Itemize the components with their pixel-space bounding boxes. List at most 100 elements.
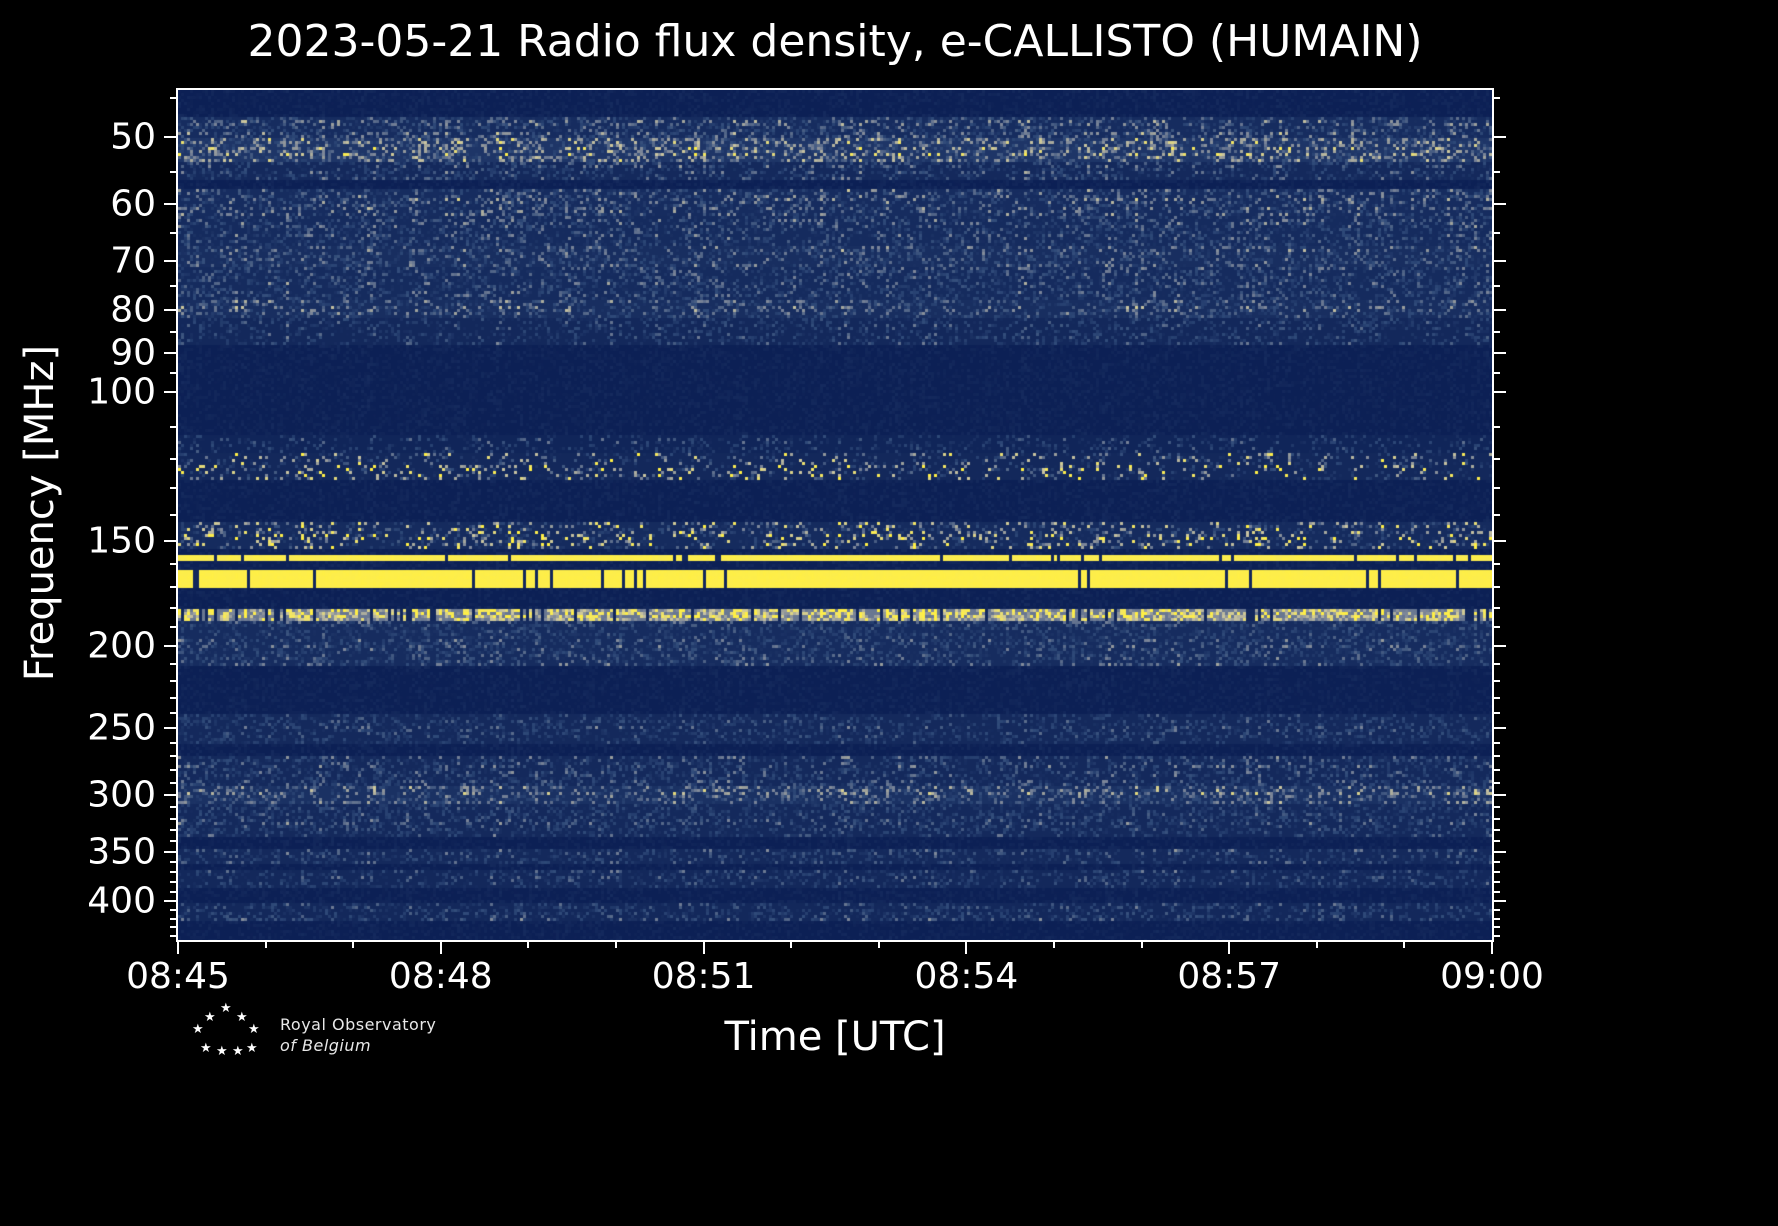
y-tick: [1492, 645, 1506, 648]
y-minor-tick: [170, 680, 178, 683]
y-minor-tick: [1492, 861, 1500, 864]
y-minor-tick: [1492, 626, 1500, 629]
star-icon: ★: [232, 1044, 244, 1059]
credit-text: Royal Observatory of Belgium: [280, 1014, 436, 1056]
y-tick-label: 80: [110, 289, 156, 331]
y-minor-tick: [1492, 284, 1500, 287]
y-tick: [1492, 850, 1506, 853]
y-minor-tick: [1492, 371, 1500, 374]
y-minor-tick: [170, 871, 178, 874]
x-tick-label: 08:51: [651, 956, 756, 997]
y-minor-tick: [1492, 663, 1500, 666]
y-tick-label: 300: [87, 774, 156, 816]
y-minor-tick: [1492, 585, 1500, 588]
y-minor-tick: [1492, 934, 1500, 937]
x-tick-label: 08:45: [126, 956, 230, 997]
y-minor-tick: [170, 486, 178, 489]
y-minor-tick: [170, 917, 178, 920]
x-minor-tick: [352, 940, 355, 948]
y-tick: [164, 539, 178, 542]
y-tick-label: 90: [110, 332, 156, 374]
y-minor-tick: [1492, 817, 1500, 820]
y-tick: [1492, 539, 1506, 542]
y-axis-label-wrap: Frequency [MHz]: [8, 88, 72, 938]
y-minor-tick: [1492, 232, 1500, 235]
y-minor-tick: [170, 712, 178, 715]
y-tick-label: 70: [110, 240, 156, 282]
y-tick-label: 50: [110, 116, 156, 158]
x-tick-label: 08:54: [914, 956, 1019, 997]
y-minor-tick: [1492, 696, 1500, 699]
x-tick-label: 08:48: [388, 956, 493, 997]
y-minor-tick: [170, 908, 178, 911]
y-minor-tick: [1492, 806, 1500, 809]
y-minor-tick: [1492, 457, 1500, 460]
x-minor-tick: [1140, 940, 1143, 948]
x-minor-tick: [1315, 940, 1318, 948]
y-minor-tick: [1492, 425, 1500, 428]
y-minor-tick: [170, 232, 178, 235]
y-minor-tick: [1492, 871, 1500, 874]
star-icon: ★: [220, 1001, 232, 1016]
y-minor-tick: [1492, 755, 1500, 758]
x-minor-tick: [1403, 940, 1406, 948]
y-minor-tick: [1492, 712, 1500, 715]
y-tick-label: 150: [87, 520, 156, 562]
chart-title: 2023-05-21 Radio flux density, e-CALLIST…: [247, 16, 1423, 67]
y-minor-tick: [170, 840, 178, 843]
y-tick: [164, 259, 178, 262]
y-minor-tick: [1492, 781, 1500, 784]
y-tick: [1492, 308, 1506, 311]
y-minor-tick: [170, 890, 178, 893]
star-icon: ★: [204, 1010, 216, 1025]
y-minor-tick: [1492, 606, 1500, 609]
x-minor-tick: [615, 940, 617, 948]
y-minor-tick: [1492, 840, 1500, 843]
y-tick: [1492, 390, 1506, 393]
x-tick-label: 09:00: [1440, 956, 1544, 997]
y-tick: [1492, 202, 1506, 205]
y-minor-tick: [1492, 741, 1500, 744]
y-minor-tick: [170, 97, 178, 100]
y-minor-tick: [170, 806, 178, 809]
x-tick: [177, 940, 179, 954]
y-minor-tick: [170, 817, 178, 820]
y-minor-tick: [170, 926, 178, 929]
y-minor-tick: [1492, 768, 1500, 771]
y-minor-tick: [170, 768, 178, 771]
star-icon: ★: [192, 1022, 204, 1037]
y-axis-label: Frequency [MHz]: [17, 344, 63, 682]
y-tick: [164, 899, 178, 902]
y-minor-tick: [1492, 880, 1500, 883]
y-minor-tick: [170, 606, 178, 609]
y-tick: [1492, 794, 1506, 797]
y-tick: [164, 308, 178, 311]
y-tick: [1492, 135, 1506, 138]
y-minor-tick: [170, 425, 178, 428]
x-tick-label: 08:57: [1177, 956, 1282, 997]
x-tick: [702, 940, 705, 954]
y-tick: [164, 390, 178, 393]
credit: ★ ★ ★ ★ ★ ★ ★ ★ ★ Royal Observatory of B…: [186, 1002, 546, 1072]
x-tick: [1491, 940, 1493, 954]
y-minor-tick: [1492, 486, 1500, 489]
y-minor-tick: [1492, 170, 1500, 173]
spectrogram-canvas: [178, 90, 1492, 940]
y-tick: [164, 202, 178, 205]
y-minor-tick: [170, 626, 178, 629]
y-minor-tick: [170, 829, 178, 832]
y-minor-tick: [170, 563, 178, 566]
x-minor-tick: [1053, 940, 1055, 948]
y-minor-tick: [1492, 97, 1500, 100]
y-minor-tick: [1492, 514, 1500, 517]
y-minor-tick: [1492, 829, 1500, 832]
x-minor-tick: [264, 940, 267, 948]
y-minor-tick: [170, 755, 178, 758]
y-tick-label: 60: [110, 183, 156, 225]
y-minor-tick: [1492, 680, 1500, 683]
star-icon: ★: [216, 1044, 228, 1059]
y-minor-tick: [170, 934, 178, 937]
y-minor-tick: [170, 371, 178, 374]
y-tick: [164, 645, 178, 648]
